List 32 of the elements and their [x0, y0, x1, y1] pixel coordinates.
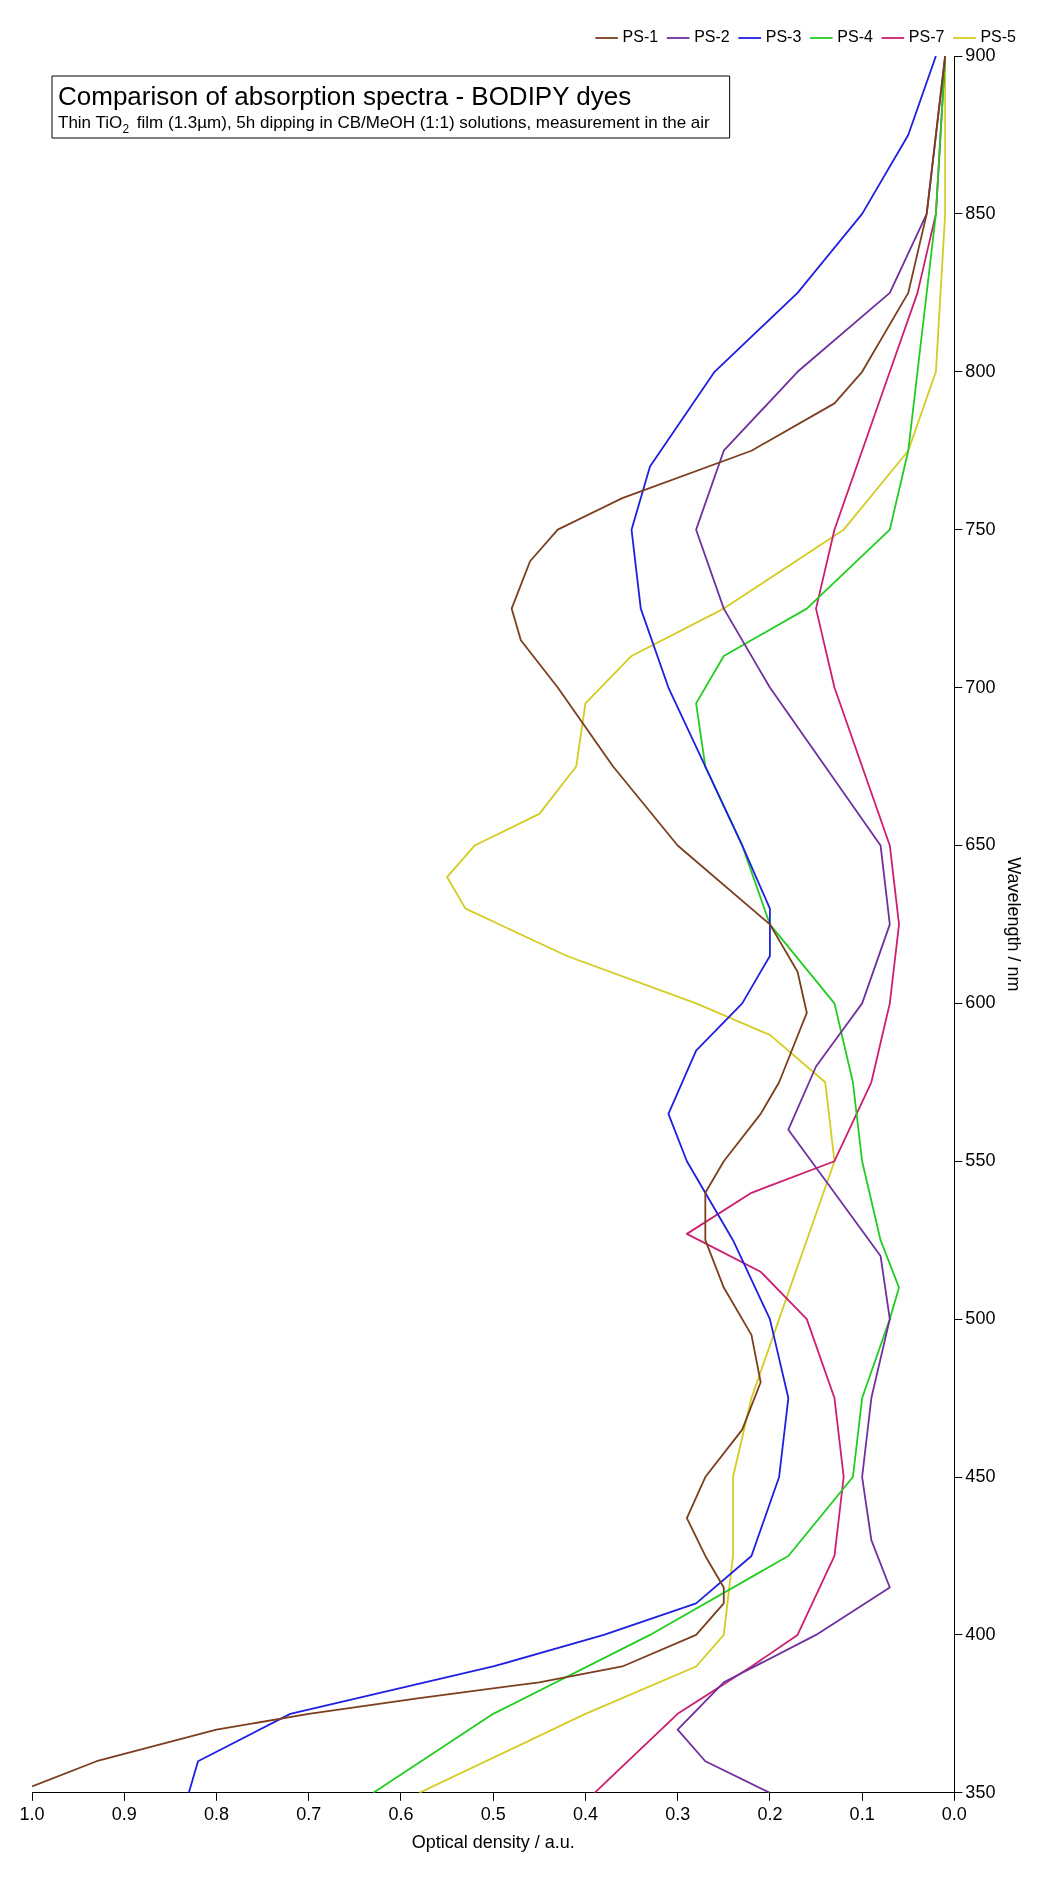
x-tick-label: 0.8 — [203, 1803, 229, 1824]
y-tick-label: 900 — [965, 44, 996, 65]
x-tick-label: 0.9 — [111, 1803, 137, 1824]
y-tick-label: 600 — [965, 992, 996, 1013]
y-tick-label: 500 — [965, 1308, 996, 1329]
x-tick-label: 0.1 — [849, 1803, 875, 1824]
y-tick-label: 450 — [965, 1465, 996, 1486]
legend-label: PS-1 — [622, 28, 659, 46]
x-tick-label: 0.6 — [388, 1803, 414, 1824]
x-tick-label: 0.4 — [572, 1803, 598, 1824]
y-axis-title: Wavelength / nm — [1004, 857, 1025, 992]
legend-label: PS-2 — [694, 28, 730, 46]
y-tick-label: 850 — [965, 202, 996, 223]
x-axis-title: Optical density / a.u. — [411, 1832, 575, 1853]
legend-label: PS-7 — [908, 28, 945, 46]
x-tick-label: 0.7 — [296, 1803, 322, 1824]
x-tick-label: 0.5 — [480, 1803, 506, 1824]
legend-label: PS-5 — [980, 28, 1017, 46]
y-tick-label: 350 — [965, 1781, 996, 1802]
y-tick-label: 800 — [965, 360, 996, 381]
y-tick-label: 550 — [965, 1150, 996, 1171]
y-tick-label: 700 — [965, 676, 996, 697]
y-tick-label: 400 — [965, 1623, 996, 1644]
x-tick-label: 1.0 — [19, 1803, 45, 1824]
x-tick-label: 0.2 — [757, 1803, 783, 1824]
y-tick-label: 750 — [965, 518, 996, 539]
legend-label: PS-3 — [765, 28, 802, 46]
x-tick-label: 0.0 — [941, 1803, 967, 1824]
legend-label: PS-4 — [837, 28, 873, 46]
x-tick-label: 0.3 — [665, 1803, 691, 1824]
y-tick-label: 650 — [965, 834, 996, 855]
text: Comparison of absorption spectra - BODIPY dyes — [58, 81, 632, 111]
